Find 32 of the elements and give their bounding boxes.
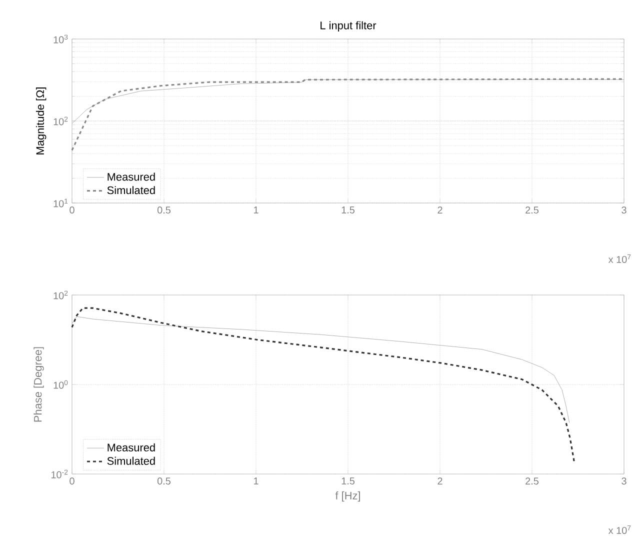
legend-label: Simulated bbox=[107, 456, 155, 465]
x-tick-label: 0.5 bbox=[157, 206, 171, 214]
line-series bbox=[71, 78, 625, 151]
line-series bbox=[72, 316, 570, 423]
y-tick-label: 10$^{0}$ bbox=[54, 380, 68, 389]
x-tick-label: 0 bbox=[70, 206, 74, 214]
x-tick-label: 2.5 bbox=[526, 206, 539, 214]
y-tick-label: 10$^{3}$ bbox=[54, 34, 68, 44]
x-tick-label: 3 bbox=[622, 477, 626, 484]
x-tick-label: 2 bbox=[438, 477, 442, 484]
x-axis-title: f [Hz] bbox=[335, 491, 360, 502]
legend-label: Simulated bbox=[107, 186, 155, 194]
y-tick-label: 10$^{2}$ bbox=[54, 116, 68, 126]
legend-label: Measured bbox=[108, 443, 155, 452]
x-tick-label: 2.5 bbox=[526, 477, 539, 484]
x-tick-label: 1 bbox=[254, 477, 258, 484]
legend-label: Measured bbox=[108, 172, 155, 181]
chart-title: L input filter bbox=[320, 21, 376, 32]
text: x 10$^{7}$ bbox=[608, 254, 631, 263]
text: x 10$^{7}$ bbox=[608, 525, 631, 534]
x-tick-label: 1 bbox=[254, 206, 258, 214]
x-tick-label: 2 bbox=[438, 206, 442, 214]
y-axis-title: Magnitude [Ω] bbox=[36, 87, 46, 154]
y-axis-title: Phase [Degree] bbox=[34, 347, 44, 422]
y-tick-label: 10$^{2}$ bbox=[54, 290, 68, 300]
x-tick-label: 1.5 bbox=[342, 477, 355, 484]
y-tick-label: 10$^{1}$ bbox=[54, 198, 68, 208]
y-tick-label: 10$^{-2}$ bbox=[51, 470, 68, 478]
x-tick-label: 1.5 bbox=[342, 206, 355, 214]
x-tick-label: 3 bbox=[622, 206, 626, 214]
x-tick-label: 0.5 bbox=[157, 477, 171, 484]
x-tick-label: 0 bbox=[70, 477, 74, 484]
